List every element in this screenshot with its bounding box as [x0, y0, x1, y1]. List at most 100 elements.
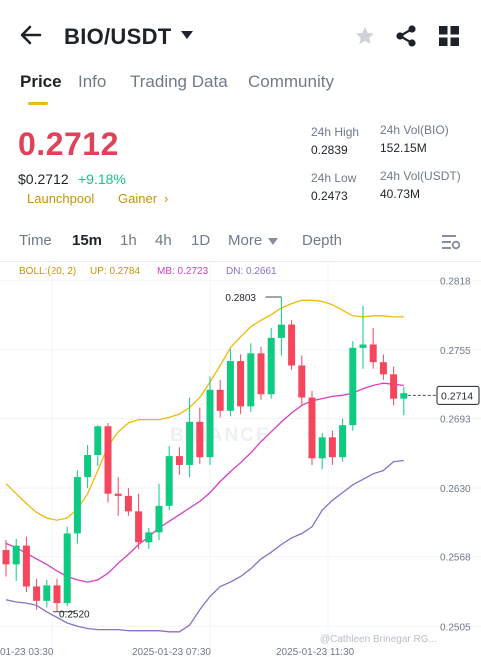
gainer-tag[interactable]: Gainer	[118, 191, 158, 206]
more-dropdown-caret-icon[interactable]	[268, 238, 278, 245]
boll-dn-value: DN: 0.2661	[226, 266, 277, 277]
candle-body	[2, 550, 10, 565]
tab-community[interactable]: Community	[248, 72, 334, 91]
binance-watermark: BINANCE	[170, 425, 271, 446]
vol-bio-label: 24h Vol(BIO)	[380, 123, 449, 137]
tab-price[interactable]: Price	[20, 72, 62, 91]
candle-body	[247, 353, 255, 407]
candle-body	[175, 456, 183, 465]
boll-up-value: UP: 0.2784	[90, 266, 141, 277]
vol-bio-value: 152.15M	[380, 141, 427, 155]
candle-body	[267, 337, 275, 395]
share-icon[interactable]	[395, 24, 417, 48]
candle-body	[33, 586, 41, 601]
candle-body	[288, 324, 296, 366]
candle-body	[328, 437, 336, 458]
candle-body	[12, 545, 20, 565]
section-tabs: Price Info Trading Data Community	[0, 72, 481, 108]
candle-body	[124, 495, 132, 512]
candle-body	[53, 585, 61, 604]
x-tick-label: 2025-01-23 07:30	[132, 647, 211, 657]
interval-time[interactable]: Time	[19, 232, 52, 249]
candle-body	[104, 426, 112, 494]
back-arrow-icon[interactable]	[18, 22, 44, 48]
depth-tab[interactable]: Depth	[302, 232, 343, 249]
active-tab-indicator	[28, 102, 48, 105]
y-tick-label: 0.2818	[440, 276, 471, 287]
low-24h-label: 24h Low	[311, 171, 357, 185]
candle-body	[196, 421, 204, 458]
candle-body	[73, 477, 81, 534]
y-tick-label: 0.2693	[440, 415, 471, 426]
candle-body	[369, 344, 377, 363]
candle-body	[43, 585, 51, 601]
candle-body	[63, 533, 71, 604]
candle-body	[390, 374, 398, 399]
grid-menu-icon[interactable]	[439, 26, 459, 46]
author-credit: @Cathleen Brinegar RG...	[320, 634, 437, 645]
interval-1d[interactable]: 1D	[191, 232, 211, 249]
tab-trading-data[interactable]: Trading Data	[130, 72, 228, 91]
candle-body	[84, 455, 92, 478]
interval-more[interactable]: More	[228, 232, 263, 249]
candle-body	[22, 545, 30, 587]
boll-params: BOLL:(20, 2)	[19, 266, 77, 277]
candle-body	[135, 511, 143, 543]
tab-info[interactable]: Info	[78, 72, 107, 91]
trading-pair-title[interactable]: BIO/USDT	[64, 24, 172, 49]
last-price: 0.2712	[18, 126, 119, 162]
chevron-right-icon[interactable]: ›	[164, 191, 169, 206]
top-bar: BIO/USDT	[0, 0, 481, 72]
boll-upper-line	[5, 299, 404, 521]
usd-price: $0.2712	[18, 171, 69, 187]
candle-body	[94, 426, 102, 455]
current-price-box	[436, 385, 480, 405]
candle-body	[226, 361, 234, 411]
candle-body	[308, 397, 316, 459]
y-tick-label: 0.2630	[440, 484, 471, 495]
candle-body	[257, 353, 265, 395]
boll-lower-line	[5, 459, 404, 633]
boll-middle-line	[5, 382, 404, 583]
favorite-star-icon[interactable]	[354, 25, 376, 47]
candle-body	[206, 389, 214, 458]
candle-body	[277, 324, 285, 338]
candle-body	[400, 393, 408, 399]
candle-body	[237, 361, 245, 407]
low-24h-value: 0.2473	[311, 189, 348, 203]
candlestick-chart[interactable]: 0.2818 0.2755 0.2693 0.2630 0.2568 0.2505 01-2…	[0, 262, 481, 657]
pair-dropdown-caret-icon[interactable]	[180, 30, 194, 40]
y-tick-label: 0.2755	[440, 346, 471, 357]
candle-body	[165, 456, 173, 506]
chart-divider	[0, 261, 481, 262]
candle-body	[379, 362, 387, 375]
vol-usdt-label: 24h Vol(USDT)	[380, 169, 461, 183]
candle-body	[145, 532, 153, 543]
candle-body	[155, 505, 163, 533]
interval-4h[interactable]: 4h	[155, 232, 172, 249]
candle-body	[339, 425, 347, 458]
max-price-label: 0.2803	[225, 293, 256, 304]
x-tick-label: 2025-01-23 11:30	[276, 647, 355, 657]
candle-body	[186, 421, 194, 465]
boll-mb-value: MB: 0.2723	[157, 266, 209, 277]
high-24h-value: 0.2839	[311, 143, 348, 157]
y-tick-label: 0.2505	[440, 622, 471, 633]
candle-body	[359, 344, 367, 348]
interval-1h[interactable]: 1h	[120, 232, 137, 249]
current-price-label: 0.2714	[441, 390, 473, 402]
interval-15m[interactable]: 15m	[72, 232, 103, 249]
high-24h-label: 24h High	[311, 125, 360, 139]
launchpool-tag[interactable]: Launchpool	[27, 191, 95, 206]
candle-body	[114, 493, 122, 496]
indicator-settings-icon[interactable]	[442, 234, 460, 250]
interval-bar: Time 15m 1h 4h 1D More Depth	[0, 232, 481, 256]
min-price-label: 0.2520	[59, 610, 90, 621]
y-tick-label: 0.2568	[440, 553, 471, 564]
price-change-percent: +9.18%	[78, 171, 126, 187]
candle-body	[216, 389, 224, 411]
vol-usdt-value: 40.73M	[380, 187, 421, 201]
candle-body	[349, 347, 357, 426]
candle-body	[298, 365, 306, 398]
candle-body	[318, 437, 326, 459]
